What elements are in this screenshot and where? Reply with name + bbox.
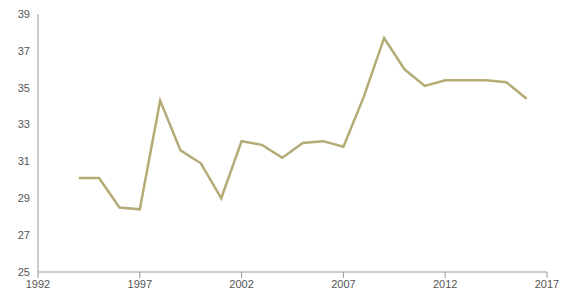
svg-text:27: 27 <box>18 229 30 241</box>
svg-text:37: 37 <box>18 45 30 57</box>
svg-text:2007: 2007 <box>331 278 355 290</box>
svg-text:39: 39 <box>18 8 30 20</box>
svg-text:25: 25 <box>18 266 30 278</box>
svg-text:2002: 2002 <box>229 278 253 290</box>
svg-text:31: 31 <box>18 155 30 167</box>
svg-text:29: 29 <box>18 192 30 204</box>
svg-text:33: 33 <box>18 118 30 130</box>
svg-text:1992: 1992 <box>26 278 50 290</box>
svg-text:35: 35 <box>18 82 30 94</box>
svg-text:2017: 2017 <box>535 278 559 290</box>
svg-text:1997: 1997 <box>128 278 152 290</box>
svg-text:2012: 2012 <box>433 278 457 290</box>
